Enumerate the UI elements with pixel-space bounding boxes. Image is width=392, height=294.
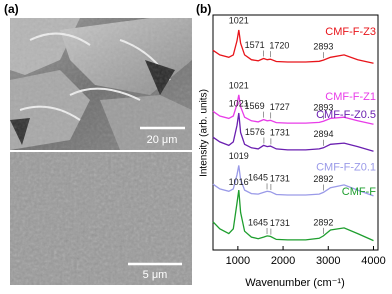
- peak-label: 1645: [248, 173, 268, 183]
- plot-frame: [212, 14, 379, 251]
- peak-label: 1727: [270, 102, 290, 112]
- peak-label: 1021: [229, 15, 249, 25]
- series-label: CMF-F-Z3: [325, 26, 376, 38]
- peak-label: 2892: [313, 217, 333, 227]
- series-label: CMF-F-Z0.1: [316, 161, 376, 173]
- spectrum-line: [212, 112, 374, 152]
- peak-label: 1645: [248, 217, 268, 227]
- peak-label: 2893: [313, 103, 333, 113]
- x-tick-label: 2000: [271, 255, 295, 267]
- x-tick-label: 4000: [361, 255, 385, 267]
- peak-label: 2892: [313, 174, 333, 184]
- x-axis-label: Wavenumber (cm⁻¹): [245, 277, 345, 289]
- peak-label: 2894: [313, 129, 333, 139]
- peak-label: 1576: [245, 127, 265, 137]
- peak-label: 1571: [245, 40, 265, 50]
- series-label: CMF-F-Z0.5: [316, 109, 376, 121]
- spectrum-line: [212, 94, 374, 125]
- peak-label: 1731: [270, 173, 290, 183]
- peak-label: 1019: [229, 151, 249, 161]
- peak-label: 1569: [245, 101, 265, 111]
- spectrum-line: [212, 165, 374, 197]
- scale-bar-label: 5 μm: [143, 269, 168, 281]
- peak-label: 1731: [270, 218, 290, 228]
- sem-image: [10, 18, 192, 150]
- scale-bar-label: 20 μm: [147, 134, 178, 146]
- series-label: CMF-F-Z1: [325, 91, 376, 103]
- peak-label: 1731: [270, 128, 290, 138]
- spectrum-line: [212, 29, 374, 64]
- x-tick-label: 1000: [226, 255, 250, 267]
- panel-label: (a): [4, 2, 19, 16]
- x-tick-label: 3000: [316, 255, 340, 267]
- spectrum-line: [212, 190, 374, 242]
- peak-label: 1720: [269, 41, 289, 51]
- panel-label: (b): [196, 2, 211, 16]
- peak-label: 1021: [229, 98, 249, 108]
- series-label: CMF-F: [342, 186, 376, 198]
- peak-label: 1016: [229, 177, 249, 187]
- y-axis-label: Intensity (arb. units): [199, 89, 210, 177]
- peak-label: 1021: [229, 80, 249, 90]
- peak-label: 2893: [313, 41, 333, 51]
